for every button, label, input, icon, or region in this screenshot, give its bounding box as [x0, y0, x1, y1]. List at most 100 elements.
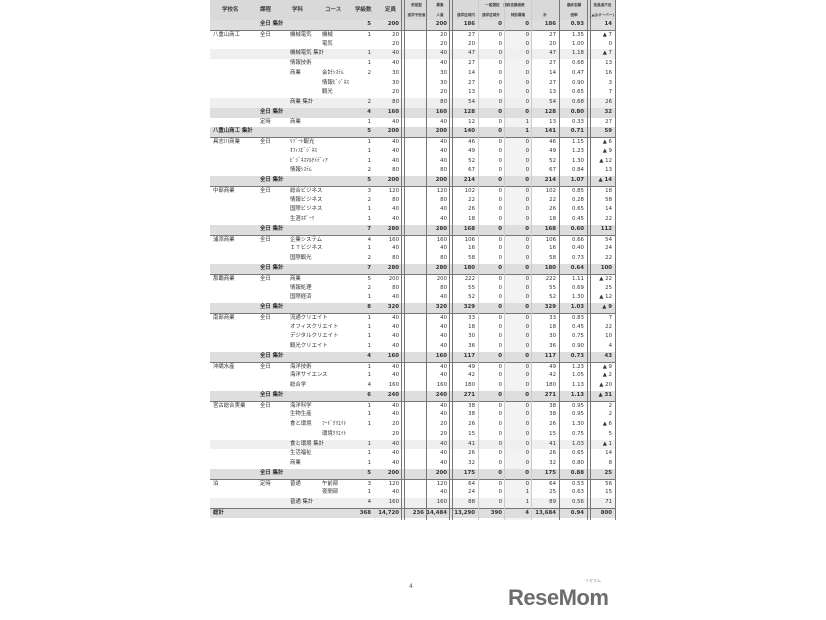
- cell-special: 0: [525, 31, 529, 38]
- special-column-shade: [504, 0, 531, 520]
- cell-ratio: 0.65: [571, 206, 584, 213]
- cell-outside: 0: [498, 402, 502, 409]
- cell-diff: 26: [605, 99, 612, 106]
- cell-boshu: 80: [440, 284, 447, 291]
- cell-classes: 1: [367, 157, 371, 164]
- cell-department: 海洋サイエンス: [290, 372, 328, 379]
- table-row: 夜間部 1 40 40 24 0 1 25 0.63 15: [210, 488, 615, 498]
- table-row: 観光 20 20 13 0 0 13 0.65 7: [210, 88, 615, 98]
- cell-total: 32: [549, 460, 556, 467]
- cell-outside: 0: [498, 382, 502, 389]
- cell-diff: 100: [600, 265, 612, 271]
- cell-diff: ▲ 12: [599, 294, 612, 301]
- cell-outside: 0: [498, 265, 502, 271]
- cell-boshu: 40: [440, 411, 447, 418]
- cell-diff: ▲ 9: [602, 363, 612, 370]
- cell-outside: 0: [498, 128, 502, 135]
- cell-outside: 0: [498, 314, 502, 321]
- cell-total: 106: [545, 236, 556, 243]
- cell-inside: 13: [468, 89, 475, 96]
- cell-ratio: 1.03: [571, 440, 584, 447]
- cell-boshu: 30: [440, 79, 447, 86]
- header-boshu-sub: 人員: [436, 13, 444, 17]
- cell-diff: 8: [608, 460, 612, 467]
- cell-capacity: 40: [392, 50, 399, 57]
- cell-inside: 15: [468, 430, 475, 437]
- cell-classes: 4: [367, 382, 371, 389]
- cell-inside: 18: [468, 216, 475, 223]
- divider: [401, 0, 402, 520]
- cell-diff: ▲ 6: [602, 421, 612, 428]
- cell-ratio: 1.15: [571, 139, 584, 146]
- cell-ratio: 0.75: [571, 333, 584, 340]
- cell-classes: 1: [367, 372, 371, 379]
- cell-department: 商業 集計: [290, 99, 314, 106]
- cell-boshu: 120: [436, 187, 447, 194]
- cell-special: 0: [525, 352, 529, 359]
- cell-capacity: 14,720: [378, 510, 399, 516]
- cell-ratio: 0.64: [570, 265, 584, 271]
- cell-outside: 0: [498, 391, 502, 398]
- table-row: 食と環境 集計 1 40 40 41 0 0 41 1.03 ▲ 1: [210, 439, 615, 450]
- cell-diff: 22: [605, 323, 612, 330]
- cell-diff: 10: [605, 333, 612, 340]
- cell-ratio: 1.03: [570, 304, 584, 311]
- cell-total: 168: [544, 225, 556, 232]
- cell-total: 180: [545, 382, 556, 389]
- cell-special: 0: [525, 421, 529, 428]
- cell-ratio: 1.30: [571, 294, 584, 301]
- cell-classes: 5: [367, 177, 371, 184]
- cell-course-type: 全日 集計: [260, 391, 284, 398]
- cell-capacity: 40: [392, 440, 399, 447]
- cell-ratio: 0.45: [571, 323, 584, 330]
- cell-diff: 25: [605, 284, 612, 291]
- cell-inside: 33: [468, 314, 475, 321]
- cell-inside: 222: [464, 275, 475, 282]
- table-row: 生物生産 1 40 40 38 0 0 38 0.95 2: [210, 410, 615, 420]
- cell-boshu: 40: [440, 118, 447, 125]
- cell-ratio: 0.69: [571, 284, 584, 291]
- cell-capacity: 20: [392, 31, 399, 38]
- cell-ratio: 0.80: [571, 460, 584, 467]
- cell-total: 49: [549, 363, 556, 370]
- cell-special: 0: [525, 139, 529, 146]
- cell-outside: 0: [498, 216, 502, 223]
- cell-ratio: 0.56: [571, 499, 584, 506]
- header-ratio-sub: 倍率: [570, 13, 578, 17]
- cell-inside: 26: [468, 206, 475, 213]
- cell-inside: 26: [468, 421, 475, 428]
- cell-inside: 329: [463, 304, 475, 311]
- cell-inside: 271: [463, 391, 475, 398]
- table-row: ＩＴビジネス 1 40 40 16 0 0 16 0.40 24: [210, 244, 615, 254]
- cell-school: 那覇商業: [213, 275, 235, 282]
- cell-boshu: 40: [440, 343, 447, 350]
- cell-diff: ▲ 14: [598, 177, 612, 184]
- cell-ratio: 0.63: [571, 489, 584, 496]
- divider: [615, 0, 616, 520]
- cell-special: 0: [525, 216, 529, 223]
- cell-inside: 16: [468, 245, 475, 252]
- header-total: 計: [543, 13, 547, 17]
- cell-ratio: 1.30: [571, 421, 584, 428]
- cell-special: 0: [525, 177, 529, 184]
- cell-inside: 54: [468, 99, 475, 106]
- cell-total: 175: [544, 469, 556, 476]
- cell-inside: 38: [468, 402, 475, 409]
- cell-outside: 0: [498, 363, 502, 370]
- cell-department: 国際経済: [290, 294, 312, 301]
- cell-total: 55: [549, 284, 556, 291]
- cell-special: 0: [525, 60, 529, 67]
- cell-diff: 5: [608, 430, 612, 437]
- cell-total: 13: [549, 89, 556, 96]
- cell-classes: 1: [367, 343, 371, 350]
- table-row: 宮古総合実業 全日 海洋科学 1 40 40 38 0 0 38 0.95 2: [210, 400, 615, 411]
- cell-special: 0: [525, 236, 529, 243]
- cell-capacity: 40: [392, 206, 399, 213]
- cell-special: 0: [525, 157, 529, 164]
- cell-special: 1: [525, 489, 529, 496]
- cell-classes: 5: [367, 128, 371, 135]
- cell-classes: 1: [367, 31, 371, 38]
- table-row: 生涯ｽﾎﾟｰﾂ 1 40 40 18 0 0 18 0.45 22: [210, 215, 615, 225]
- cell-department: 国際観光: [290, 255, 312, 262]
- cell-special: 0: [525, 430, 529, 437]
